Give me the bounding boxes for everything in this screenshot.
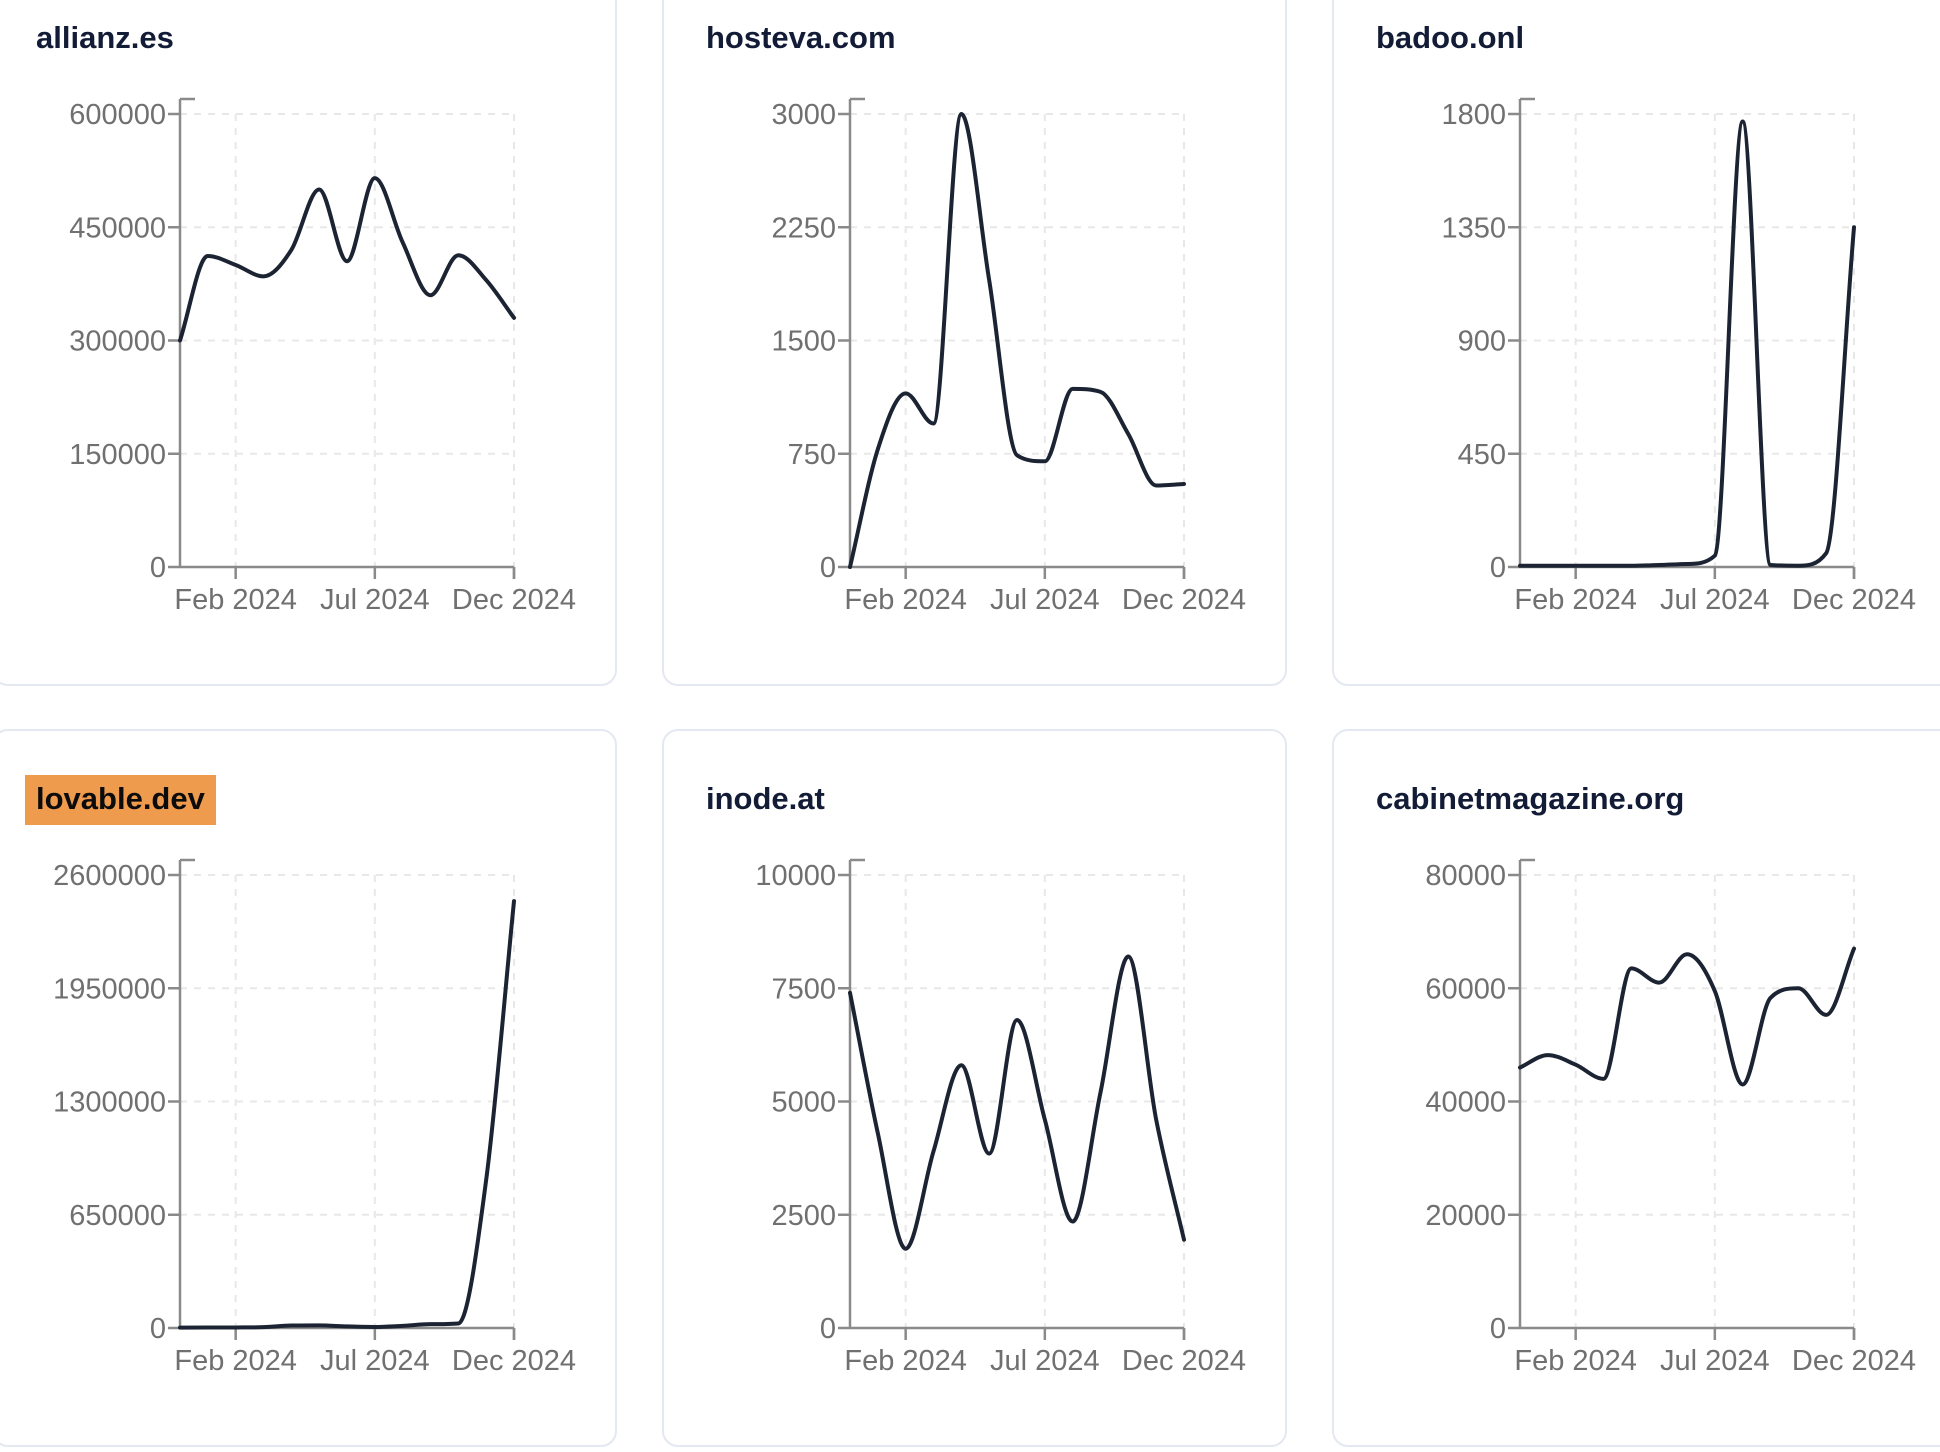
y-tick-label: 60000	[1425, 973, 1506, 1005]
y-tick-label: 5000	[771, 1087, 836, 1119]
traffic-line-chart: 0 20000 40000 60000 80000 Feb 2024 Jul 2024 Dec…	[1425, 858, 1916, 1377]
traffic-line-chart: 0 650000 1300000 1950000 2600000 Feb 2024 Jul …	[53, 858, 576, 1377]
domain-card: badoo.onl 0 450 900 1350 1800 Feb 2024 Jul 202…	[1332, 0, 1940, 686]
y-tick-label: 450000	[69, 212, 166, 244]
domain-card: cabinetmagazine.org 0 20000 40000 60000 8000…	[1332, 729, 1940, 1447]
domain-title-text: hosteva.com	[706, 20, 896, 55]
y-tick-label: 7500	[771, 973, 836, 1005]
y-tick-label: 1500	[771, 326, 836, 358]
x-tick-label: Jul 2024	[320, 1345, 430, 1377]
x-tick-label: Feb 2024	[844, 1345, 967, 1377]
y-tick-label: 750	[788, 439, 836, 471]
domain-title-text: lovable.dev	[25, 775, 216, 825]
x-tick-label: Dec 2024	[452, 584, 576, 616]
domain-title: hosteva.com	[706, 20, 1285, 56]
y-tick-label: 450	[1458, 439, 1506, 471]
y-tick-label: 0	[1490, 1313, 1506, 1345]
y-tick-label: 2500	[771, 1200, 836, 1232]
x-tick-label: Feb 2024	[1514, 584, 1637, 616]
domain-title: cabinetmagazine.org	[1376, 781, 1940, 817]
domain-card: hosteva.com 0 750 1500 2250 3000 Feb 2024 Jul …	[662, 0, 1287, 686]
y-tick-label: 2600000	[53, 860, 166, 892]
y-tick-label: 40000	[1425, 1087, 1506, 1119]
traffic-line-chart: 0 150000 300000 450000 600000 Feb 2024 Jul 202…	[69, 97, 576, 616]
y-tick-label: 80000	[1425, 860, 1506, 892]
y-tick-label: 10000	[755, 860, 836, 892]
domain-title-text: cabinetmagazine.org	[1376, 781, 1685, 816]
domain-card: inode.at 0 2500 5000 7500 10000 Feb 2024 Jul 2…	[662, 729, 1287, 1447]
y-tick-label: 650000	[69, 1200, 166, 1232]
x-tick-label: Feb 2024	[844, 584, 967, 616]
x-tick-label: Dec 2024	[1122, 584, 1246, 616]
traffic-series-line	[178, 899, 516, 1330]
y-tick-label: 0	[1490, 552, 1506, 584]
x-tick-label: Dec 2024	[1792, 1345, 1916, 1377]
domain-card: allianz.es 0 150000 300000 450000 600000 Feb …	[0, 0, 617, 686]
traffic-series-line	[1518, 119, 1856, 568]
x-tick-label: Dec 2024	[1122, 1345, 1246, 1377]
x-tick-label: Jul 2024	[990, 1345, 1100, 1377]
y-tick-label: 0	[820, 552, 836, 584]
y-tick-label: 20000	[1425, 1200, 1506, 1232]
domain-title: inode.at	[706, 781, 1285, 817]
y-tick-label: 1800	[1441, 99, 1506, 131]
y-tick-label: 3000	[771, 99, 836, 131]
y-tick-label: 1950000	[53, 973, 166, 1005]
x-tick-label: Feb 2024	[174, 584, 297, 616]
y-tick-label: 0	[150, 1313, 166, 1345]
traffic-line-chart: 0 450 900 1350 1800 Feb 2024 Jul 2024 Dec 2024	[1441, 97, 1916, 616]
y-tick-label: 0	[820, 1313, 836, 1345]
y-tick-label: 300000	[69, 326, 166, 358]
domain-title: lovable.dev	[25, 775, 615, 825]
domain-title: badoo.onl	[1376, 20, 1940, 56]
y-tick-label: 1300000	[53, 1087, 166, 1119]
traffic-series-line	[1518, 946, 1856, 1087]
y-tick-label: 600000	[69, 99, 166, 131]
domain-title-text: badoo.onl	[1376, 20, 1525, 55]
x-tick-label: Dec 2024	[452, 1345, 576, 1377]
traffic-series-line	[178, 176, 516, 343]
y-tick-label: 150000	[69, 439, 166, 471]
x-tick-label: Feb 2024	[1514, 1345, 1637, 1377]
domain-title: allianz.es	[36, 20, 615, 56]
traffic-series-line	[848, 112, 1186, 569]
y-tick-label: 0	[150, 552, 166, 584]
x-tick-label: Jul 2024	[990, 584, 1100, 616]
x-tick-label: Jul 2024	[320, 584, 430, 616]
x-tick-label: Feb 2024	[174, 1345, 297, 1377]
y-tick-label: 900	[1458, 326, 1506, 358]
x-tick-label: Dec 2024	[1792, 584, 1916, 616]
y-tick-label: 1350	[1441, 212, 1506, 244]
domain-card: lovable.dev 0 650000 1300000 1950000 2600000…	[0, 729, 617, 1447]
traffic-line-chart: 0 2500 5000 7500 10000 Feb 2024 Jul 2024 Dec 20…	[755, 858, 1246, 1377]
x-tick-label: Jul 2024	[1660, 584, 1770, 616]
traffic-series-line	[848, 954, 1186, 1251]
y-tick-label: 2250	[771, 212, 836, 244]
traffic-line-chart: 0 750 1500 2250 3000 Feb 2024 Jul 2024 Dec 2024	[771, 97, 1246, 616]
domain-title-text: allianz.es	[36, 20, 174, 55]
x-tick-label: Jul 2024	[1660, 1345, 1770, 1377]
domain-title-text: inode.at	[706, 781, 825, 816]
